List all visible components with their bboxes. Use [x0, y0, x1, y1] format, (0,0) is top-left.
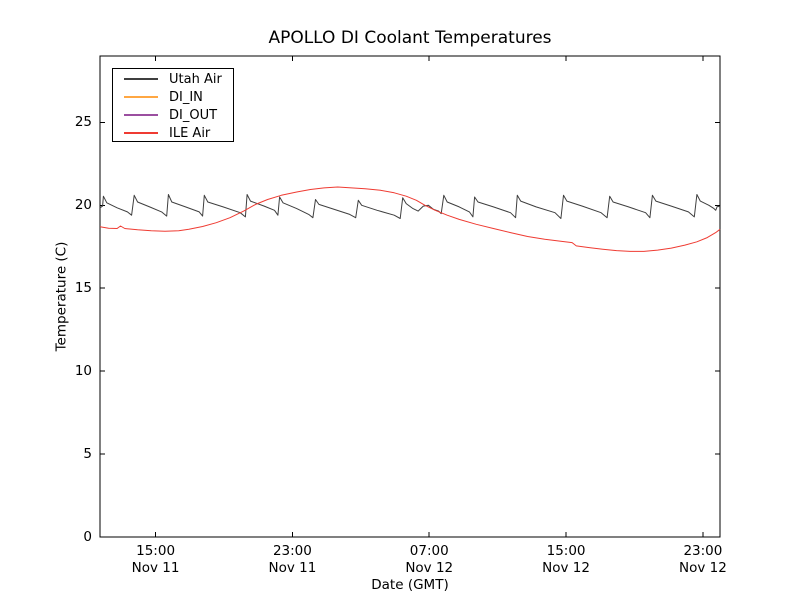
x-tick-time: 23:00 — [272, 543, 312, 559]
x-tick-date: Nov 11 — [131, 560, 180, 576]
utah-air-line — [99, 194, 721, 219]
ile-air-line-swatch — [124, 132, 158, 134]
legend-label-utah-air: Utah Air — [169, 71, 222, 87]
axis-ticks — [100, 56, 720, 538]
y-tick-label: 25 — [74, 114, 92, 131]
plot-frame — [99, 55, 721, 538]
x-tick-label: 07:00 Nov 12 — [384, 543, 474, 577]
x-tick-label: 23:00 Nov 11 — [247, 543, 337, 577]
chart-title: APOLLO DI Coolant Temperatures — [268, 28, 552, 48]
y-tick-label: 5 — [83, 446, 92, 463]
ile-air-line — [99, 186, 721, 252]
x-tick-time: 23:00 — [683, 543, 723, 559]
x-tick-time: 07:00 — [409, 543, 449, 559]
legend-label-di-out: DI_OUT — [169, 107, 218, 123]
x-tick-date: Nov 12 — [542, 560, 590, 576]
x-tick-label: 15:00 Nov 11 — [111, 543, 201, 577]
x-tick-time: 15:00 — [136, 543, 176, 559]
y-tick-label: 0 — [83, 529, 92, 545]
legend-entry-ile-air: ILE Air — [113, 124, 233, 142]
series-lines — [99, 186, 721, 252]
di-out-line-swatch — [124, 114, 158, 116]
y-tick-label: 15 — [74, 280, 92, 297]
legend-entry-di-in: DI_IN — [113, 88, 233, 106]
y-axis-label: Temperature (C) — [53, 241, 70, 352]
y-tick-label: 20 — [74, 197, 92, 214]
x-axis-label: Date (GMT) — [371, 577, 449, 593]
utah-air-line-swatch — [124, 78, 158, 80]
x-tick-date: Nov 12 — [405, 560, 454, 576]
di-in-line-swatch — [124, 96, 158, 98]
legend-entry-utah-air: Utah Air — [113, 70, 233, 88]
legend-entry-di-out: DI_OUT — [113, 106, 233, 124]
x-tick-time: 15:00 — [546, 543, 586, 559]
x-tick-label: 23:00 Nov 12 — [658, 543, 748, 577]
legend-label-di-in: DI_IN — [169, 89, 203, 105]
x-tick-label: 15:00 Nov 12 — [521, 543, 611, 577]
x-tick-date: Nov 12 — [678, 560, 727, 576]
y-tick-label: 10 — [74, 363, 92, 380]
legend: Utah Air DI_IN DI_OUT ILE Air — [112, 68, 234, 142]
legend-label-ile-air: ILE Air — [169, 125, 211, 141]
x-tick-date: Nov 11 — [268, 560, 317, 576]
